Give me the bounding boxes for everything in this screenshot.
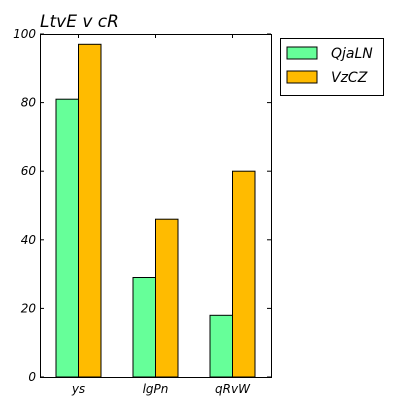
legend: QjaLN VzCZ <box>281 39 384 96</box>
bar-qjaln-lgpn <box>133 278 156 378</box>
bar-vzcz-qrvw <box>233 171 256 377</box>
y-tick-label: 40 <box>21 233 37 247</box>
bar-vzcz-ys <box>79 44 102 377</box>
bar-qjaln-qrvw <box>210 315 233 377</box>
x-tick-label: ys <box>71 382 85 396</box>
y-tick-label: 60 <box>21 164 37 178</box>
y-tick-label: 20 <box>21 301 37 315</box>
y-tick-label: 0 <box>28 370 36 384</box>
bar-qjaln-ys <box>56 99 79 377</box>
y-tick-label: 100 <box>13 27 36 41</box>
y-tick-label: 80 <box>21 96 37 110</box>
x-tick-label: lgPn <box>143 382 169 396</box>
chart-title: LtvE v cR <box>40 12 119 32</box>
legend-swatch-vzcz <box>287 71 317 83</box>
legend-label-vzcz: VzCZ <box>331 70 368 86</box>
x-tick-label: qRvW <box>215 382 251 396</box>
bar-vzcz-lgpn <box>156 219 179 377</box>
bars-group <box>56 44 255 377</box>
legend-label-qjaln: QjaLN <box>331 46 373 62</box>
legend-swatch-qjaln <box>287 47 317 59</box>
